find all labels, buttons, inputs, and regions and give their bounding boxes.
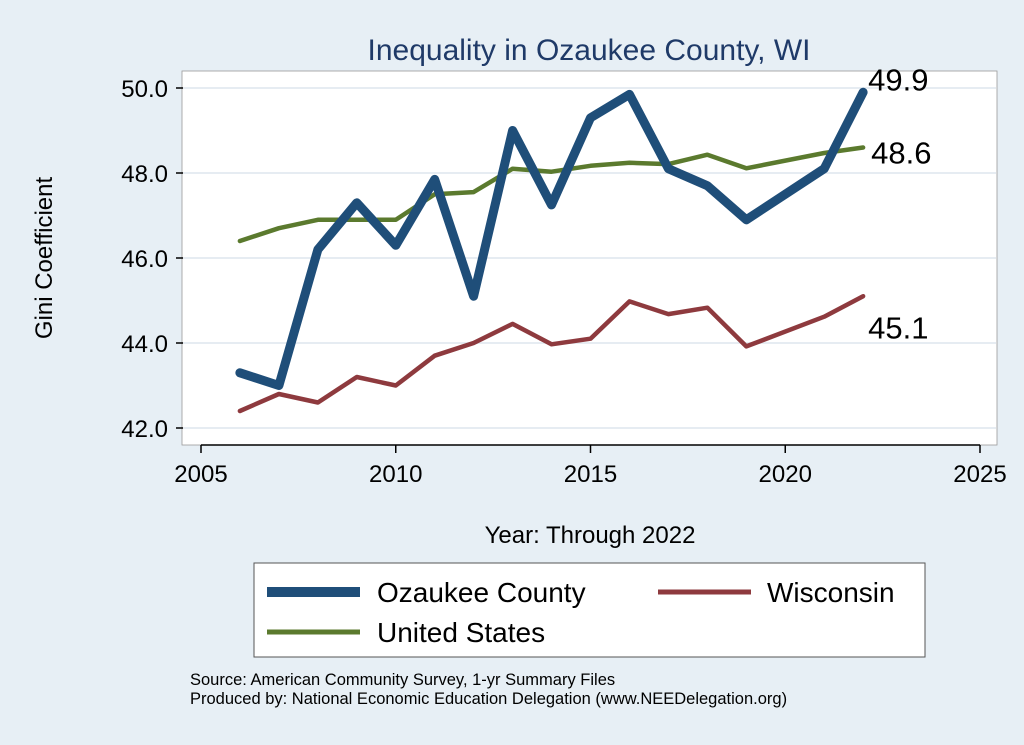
series-line-wisconsin	[237, 293, 866, 414]
y-tick-label: 42.0	[121, 416, 168, 443]
legend-label-wisconsin: Wisconsin	[767, 577, 895, 608]
legend-label-us: United States	[377, 617, 545, 648]
x-tick-label: 2010	[369, 461, 422, 488]
chart-title: Inequality in Ozaukee County, WI	[368, 34, 811, 67]
y-tick-label: 48.0	[121, 161, 168, 188]
end-label-wisconsin: 45.1	[868, 310, 928, 345]
y-axis-title: Gini Coefficient	[31, 177, 58, 340]
series-group: 49.9 48.6 45.1	[235, 62, 931, 414]
x-tick-label: 2005	[174, 461, 227, 488]
end-label-ozaukee-county: 49.9	[868, 62, 928, 97]
y-tick-label: 46.0	[121, 246, 168, 273]
legend: Ozaukee County Wisconsin United States	[253, 562, 926, 658]
y-tick-label: 50.0	[121, 76, 168, 103]
x-tick-label: 2020	[759, 461, 812, 488]
legend-box	[253, 562, 926, 658]
series-line-ozaukee-county	[235, 87, 868, 390]
x-tick-label: 2025	[953, 461, 1006, 488]
source-line: Source: American Community Survey, 1-yr …	[190, 671, 616, 689]
axes: 42.0 44.0 46.0 48.0 50.0 2005 2010 2015 2020 2025	[121, 76, 1006, 488]
y-tick-label: 44.0	[121, 331, 168, 358]
x-tick-label: 2015	[564, 461, 617, 488]
produced-line: Produced by: National Economic Education…	[190, 690, 788, 708]
end-label-united-states: 48.6	[871, 136, 931, 171]
x-axis-title: Year: Through 2022	[485, 522, 696, 549]
source-note: Source: American Community Survey, 1-yr …	[190, 671, 787, 709]
legend-label-ozaukee: Ozaukee County	[377, 577, 586, 608]
